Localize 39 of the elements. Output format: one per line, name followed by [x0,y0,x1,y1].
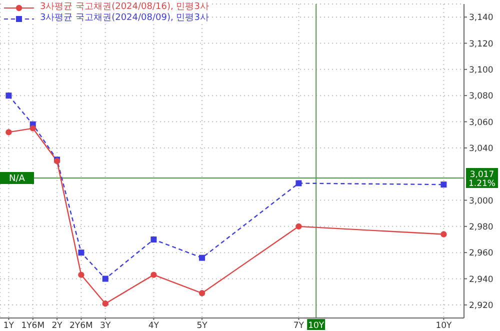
x-tick-label: 2Y [52,321,64,331]
annotation: N/A [9,174,26,184]
point [199,254,206,261]
x-tick-label: 1Y6M [21,321,45,331]
point [30,125,36,132]
point [78,250,84,256]
x-tick-label: 1Y [3,321,15,331]
point [296,223,302,230]
point [150,272,157,278]
y-tick-label: 3,080 [469,92,494,102]
point [6,92,12,99]
y-tick-label: 3,120 [469,39,494,50]
point [102,276,108,282]
point [6,129,12,136]
x-tick-label: 7Y [293,321,305,331]
y-tick-label: 3,100 [469,65,494,76]
x-tick-label: 10Y [436,321,453,331]
x-tick-label: 2Y6M [70,321,93,331]
point [198,290,206,296]
point [150,236,157,242]
x-tick-label: 3Y [100,321,112,331]
x-tick-label: 5Y [196,321,208,331]
y-tick-label: 3,040 [469,144,494,154]
legend-label: 3사평균 국고채권(2024/08/16), 민평3사 [40,2,209,13]
point [440,182,447,188]
y-tick-label: 3,060 [469,118,494,128]
y-tick-label: 3,000 [469,196,494,206]
y-tick-label: 2,920 [469,300,494,311]
y-tick-label: 2,980 [469,222,494,232]
point [440,231,447,238]
y-tick-label: 3,140 [469,13,494,24]
y-tick-label: 2,940 [469,274,494,285]
y-tick-label: 2,960 [469,248,494,259]
point [102,300,108,307]
legend-label: 3사평균 국고채권(2024/08/09), 민평3사 [40,13,209,24]
point [296,180,302,186]
ref-line-label: 3,017 1.21% [468,170,496,190]
x-tick-label: 4Y [148,321,160,331]
point [78,272,84,278]
